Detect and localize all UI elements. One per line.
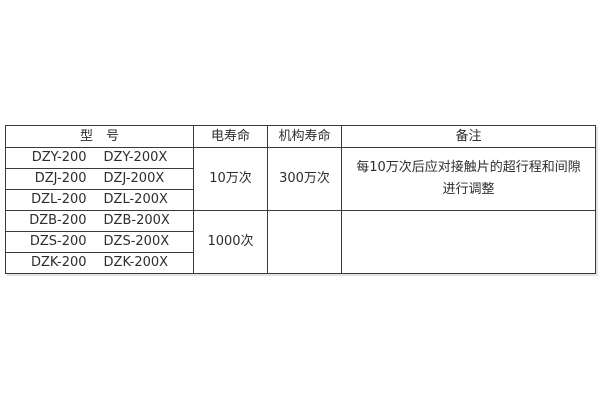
model-cell-dzk: DZK-200 DZK-200X xyxy=(5,252,194,274)
model-code: DZK-200 xyxy=(30,255,87,270)
header-model: 型 号 xyxy=(5,125,194,148)
model-code: DZB-200 xyxy=(29,213,87,228)
model-code: DZJ-200X xyxy=(103,171,165,186)
spec-table-container: 型 号 电寿命 机构寿命 备注 DZY-200 DZY-200X 10万次 30… xyxy=(5,125,596,274)
model-cell-dzj: DZJ-200 DZJ-200X xyxy=(5,168,194,190)
table-row-dzj: DZJ-200 DZJ-200X xyxy=(5,168,596,190)
header-mechanism-life: 机构寿命 xyxy=(267,125,342,148)
electrical-life-cell-group2: 1000次 xyxy=(193,210,268,274)
model-cell-dzy: DZY-200 DZY-200X xyxy=(5,147,194,169)
model-code: DZJ-200 xyxy=(34,171,87,186)
remark-line-2: 进行调整 xyxy=(442,182,495,197)
model-code: DZY-200 xyxy=(31,150,87,165)
lifespan-spec-table: 型 号 电寿命 机构寿命 备注 DZY-200 DZY-200X 10万次 30… xyxy=(5,125,596,274)
model-code: DZK-200X xyxy=(103,255,169,270)
mechanism-life-cell-group1: 300万次 xyxy=(267,147,342,211)
model-code: DZL-200X xyxy=(103,192,168,207)
model-cell-dzb: DZB-200 DZB-200X xyxy=(5,210,194,232)
mechanism-life-cell-group2 xyxy=(267,210,342,274)
electrical-life-cell-group1: 10万次 xyxy=(193,147,268,211)
table-row-dzl: DZL-200 DZL-200X xyxy=(5,189,596,211)
header-remarks: 备注 xyxy=(341,125,596,148)
model-code: DZS-200X xyxy=(103,234,170,249)
model-code: DZL-200 xyxy=(31,192,87,207)
table-row-dzb: DZB-200 DZB-200X 1000次 xyxy=(5,210,596,274)
header-electrical-life: 电寿命 xyxy=(193,125,268,148)
model-cell-dzl: DZL-200 DZL-200X xyxy=(5,189,194,211)
model-cell-dzs: DZS-200 DZS-200X xyxy=(5,231,194,253)
model-code: DZY-200X xyxy=(103,150,168,165)
table-row-dzk: DZK-200 DZK-200X xyxy=(5,252,596,274)
remark-line-1: 每10万次后应对接触片的超行程和间隙 xyxy=(356,160,581,175)
model-code: DZB-200X xyxy=(103,213,170,228)
model-code: DZS-200 xyxy=(29,234,87,249)
table-row-dzy: DZY-200 DZY-200X 10万次 300万次 每10万次后应对接触片的… xyxy=(5,147,596,211)
remarks-cell-group2 xyxy=(341,210,596,274)
header-row: 型 号 电寿命 机构寿命 备注 xyxy=(5,125,596,148)
remarks-cell-group1: 每10万次后应对接触片的超行程和间隙 进行调整 xyxy=(341,147,596,211)
